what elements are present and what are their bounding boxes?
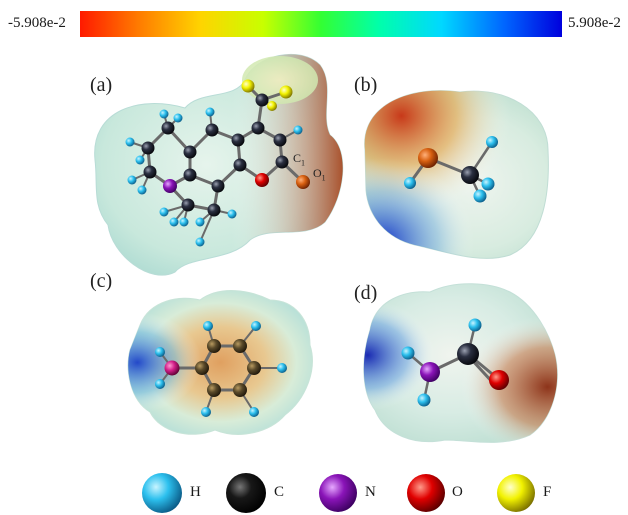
atom-label-c1-symbol: C <box>293 151 302 165</box>
colorbar <box>80 11 562 37</box>
legend-f-sphere <box>497 474 535 512</box>
panel-label-c: (c) <box>90 270 113 292</box>
atom-label-c1-sub: 1 <box>301 158 306 168</box>
panel-label-b: (b) <box>354 74 378 96</box>
panel-a-atoms <box>125 79 310 247</box>
panel-a-surface-top <box>242 56 318 104</box>
atom-label-o1-sub: 1 <box>321 173 326 183</box>
legend-label-n: N <box>365 484 376 500</box>
legend-n-sphere <box>319 474 357 512</box>
colorbar-max-label: 5.908e-2 <box>568 15 621 31</box>
legend-h-sphere <box>142 473 182 513</box>
atom-label-o1: O1 <box>313 166 326 182</box>
atom-label-o1-symbol: O <box>313 166 322 180</box>
legend-o-sphere <box>407 474 445 512</box>
panel-a-molecule <box>94 53 344 276</box>
panel-label-d: (d) <box>354 282 378 304</box>
colorbar-min-label: -5.908e-2 <box>8 15 66 31</box>
legend-label-f: F <box>543 484 552 500</box>
panel-a-surface-red <box>94 54 343 276</box>
panel-d-molecule <box>363 283 558 443</box>
panel-label-a: (a) <box>90 74 113 96</box>
legend-label-o: O <box>452 484 463 500</box>
atom-label-c1: C1 <box>293 151 305 167</box>
panel-c-molecule <box>127 290 313 435</box>
legend-c-sphere <box>226 473 266 513</box>
legend-label-c: C <box>274 484 285 500</box>
legend-label-h: H <box>190 484 201 500</box>
panel-b-molecule <box>364 90 549 259</box>
